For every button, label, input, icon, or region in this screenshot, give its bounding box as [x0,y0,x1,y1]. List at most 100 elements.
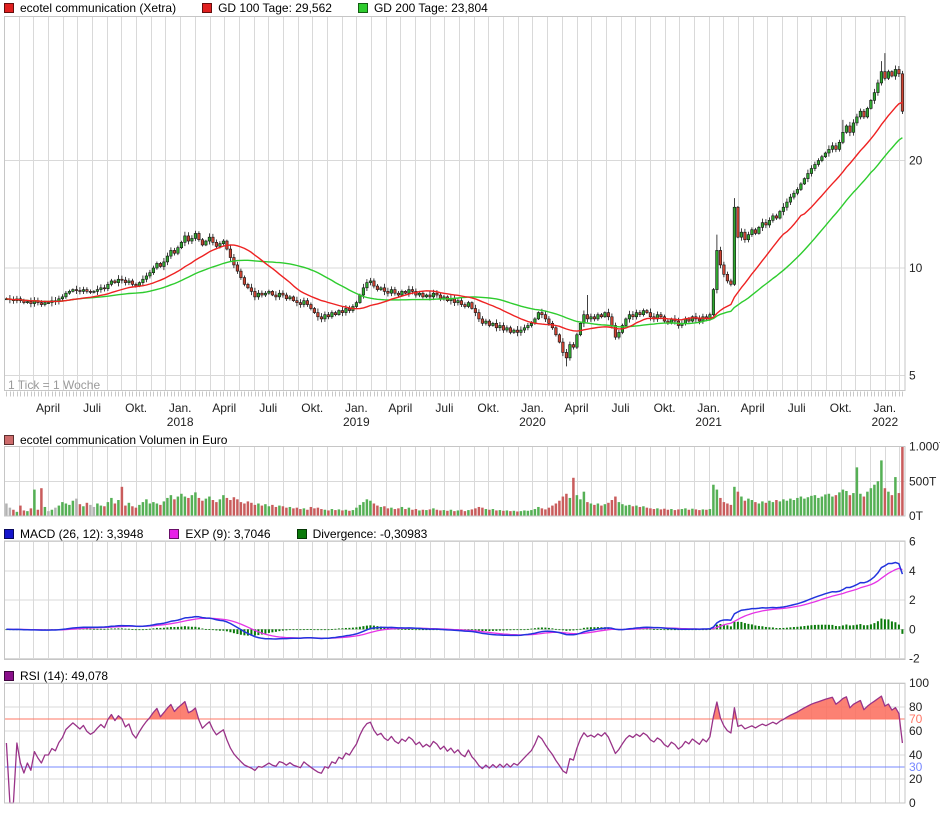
divergence-bar [887,619,890,630]
candle-body-up [127,280,131,283]
volume-bar [313,508,316,516]
rsi-overbought-fill [713,702,721,719]
candle-body-up [799,183,803,190]
volume-bar [120,486,124,516]
candle-body-down [753,229,757,234]
divergence-bar [505,629,508,631]
candle-body-down [260,292,264,296]
rsi-plot-area[interactable] [4,683,906,804]
candle-body-down [848,125,852,133]
divergence-bar [792,627,795,630]
volume-bar [817,497,820,516]
candle-body-down [403,291,407,294]
divergence-label: Divergence: -0,30983 [312,527,428,541]
volume-bar [162,501,166,516]
candle-body-up [788,196,792,203]
candle-body-up [179,242,183,248]
volume-bar [722,502,726,516]
candle-body-up [589,316,593,320]
candle-body-down [477,312,481,320]
candle-body-up [64,292,68,298]
divergence-bar [862,625,865,630]
volume-bar [351,510,355,516]
volume-bar [593,504,596,516]
volume-bar [642,506,645,516]
volume-bar [225,497,229,516]
volume-bar [320,509,323,516]
volume-bar [456,510,460,516]
divergence-bar [344,627,347,630]
candle-body-up [792,192,796,198]
volume-bar [530,510,533,516]
candle-body-up [505,327,509,331]
candle-body-up [337,310,341,315]
candle-body-up [431,292,435,298]
volume-bar [435,509,439,516]
volume-bar [257,503,260,516]
price-series-swatch [4,3,14,13]
main-plot-area[interactable] [4,16,906,391]
candle-body-down [459,300,463,305]
candle-body-up [522,327,526,331]
candle-body-up [263,292,267,296]
divergence-bar [131,629,134,630]
divergence-bar [477,629,480,631]
candle-body-down [473,308,477,313]
volume-bar [323,509,327,516]
candle-body-up [690,316,694,322]
year-label: 2019 [343,415,370,429]
candle-body-down [333,312,337,315]
candle-body-up [99,287,103,290]
volume-bar [771,502,775,516]
candle-body-up [288,296,292,300]
volume-bar [155,503,159,516]
macd-label: MACD (26, 12): 3,3948 [20,527,144,541]
volume-bar [894,477,897,516]
candle-body-down [631,314,635,318]
candle-body-down [326,314,330,318]
year-label: 2022 [871,415,898,429]
macd-plot-area[interactable] [4,541,906,661]
volume-bar [239,502,243,516]
volume-bar [873,484,876,516]
month-label: Jan. [873,401,896,415]
candle-body-up [771,215,775,221]
volume-plot-area[interactable] [4,446,906,517]
candle-body-down [316,312,320,318]
volume-bar [876,481,880,516]
candle-body-up [529,322,533,326]
legend-item-divergence: Divergence: -0,30983 [296,527,428,541]
volume-bar [330,509,334,516]
candle-body-down [235,264,239,272]
divergence-bar [330,628,333,630]
volume-bar [12,509,15,516]
candle-body-up [193,233,197,239]
candle-body-down [571,344,575,348]
divergence-bar [232,629,235,634]
divergence-bar [166,627,169,630]
candle-body-down [697,318,701,322]
volume-bar [302,508,306,516]
volume-bar [603,504,607,516]
candle-body-down [480,318,484,324]
volume-bar [768,500,771,516]
candle-body-down [736,206,740,238]
candle-body-down [774,215,778,219]
panel-border [4,16,906,391]
divergence-bar [526,628,529,630]
candle-body-down [375,285,379,290]
divergence-bar [152,628,155,630]
volume-bar [75,498,78,516]
divergence-bar [484,629,487,632]
volume-bar [547,507,551,516]
divergence-bar [782,627,785,630]
divergence-bar [813,624,816,630]
volume-bar [50,509,54,516]
candle-body-up [106,284,110,289]
volume-bar [274,506,278,516]
divergence-bar [323,629,326,631]
divergence-bar [540,627,543,630]
candle-body-up [795,189,799,194]
volume-bar [281,506,285,516]
